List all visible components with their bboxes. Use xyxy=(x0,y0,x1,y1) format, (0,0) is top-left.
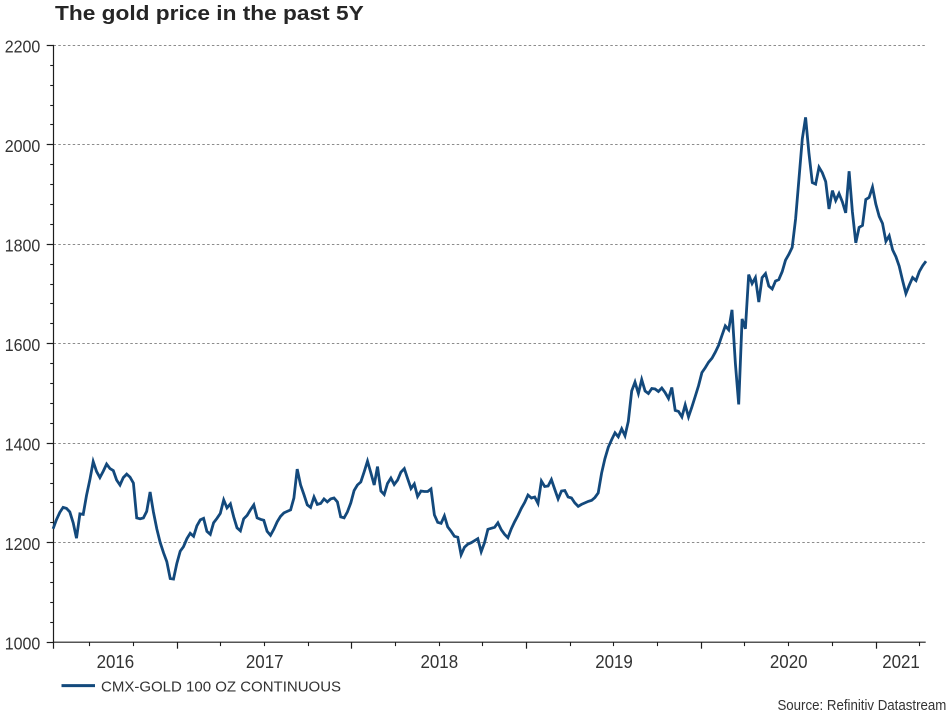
svg-text:2021: 2021 xyxy=(882,651,920,672)
svg-text:2020: 2020 xyxy=(770,651,808,672)
svg-text:1800: 1800 xyxy=(5,236,41,256)
svg-text:2017: 2017 xyxy=(246,651,284,672)
svg-text:1000: 1000 xyxy=(5,634,41,654)
svg-text:Source: Refinitiv Datastream: Source: Refinitiv Datastream xyxy=(777,696,946,713)
svg-text:CMX-GOLD 100 OZ CONTINUOUS: CMX-GOLD 100 OZ CONTINUOUS xyxy=(101,678,341,695)
svg-text:2016: 2016 xyxy=(97,651,135,672)
svg-text:2000: 2000 xyxy=(5,137,41,157)
svg-text:2200: 2200 xyxy=(5,37,41,57)
svg-text:1200: 1200 xyxy=(5,534,41,554)
svg-text:The gold price in the past 5Y: The gold price in the past 5Y xyxy=(55,1,364,25)
svg-text:2019: 2019 xyxy=(595,651,633,672)
svg-text:1400: 1400 xyxy=(5,435,41,455)
svg-text:2018: 2018 xyxy=(420,651,458,672)
svg-text:1600: 1600 xyxy=(5,335,41,355)
